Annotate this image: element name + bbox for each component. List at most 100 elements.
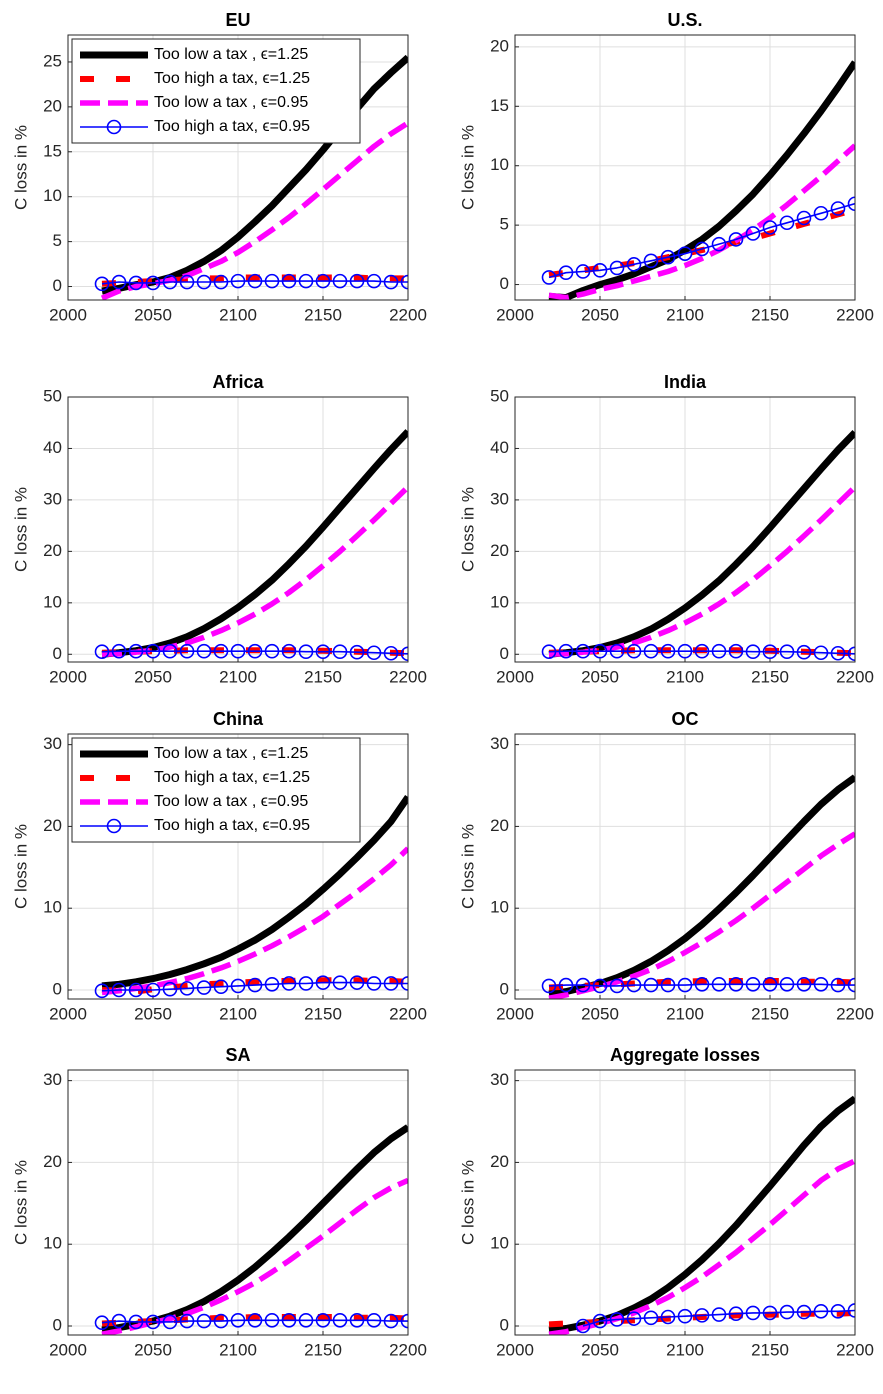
marker xyxy=(796,210,812,226)
plot-area xyxy=(541,60,855,300)
marker xyxy=(609,1312,625,1327)
marker xyxy=(247,1312,263,1328)
legend-label: Too low a tax , ϵ=1.25 xyxy=(154,745,308,762)
marker xyxy=(609,978,625,994)
marker xyxy=(400,274,408,290)
y-tick-label: 10 xyxy=(43,186,62,205)
marker xyxy=(349,273,365,289)
marker xyxy=(128,982,144,998)
plot-area xyxy=(548,1095,855,1335)
x-tick-label: 2050 xyxy=(134,305,172,324)
series-line xyxy=(548,1309,855,1328)
series-line xyxy=(548,831,855,999)
chart-title: China xyxy=(213,709,264,729)
legend: Too low a tax , ϵ=1.25 Too high a tax, ϵ=… xyxy=(71,38,361,144)
x-tick-label: 2200 xyxy=(836,305,874,324)
series-line xyxy=(548,60,855,300)
marker xyxy=(128,275,144,291)
x-tick-label: 2000 xyxy=(496,305,534,324)
y-tick-label: 30 xyxy=(43,1070,62,1089)
series-line xyxy=(548,774,855,998)
y-axis-label: C loss in % xyxy=(458,824,477,909)
legend: Too low a tax , ϵ=1.25 Too high a tax, ϵ=… xyxy=(71,737,361,843)
marker xyxy=(196,274,212,290)
plot-area xyxy=(94,795,408,999)
x-tick-label: 2100 xyxy=(219,305,257,324)
marker xyxy=(677,977,693,993)
x-tick-label: 2050 xyxy=(134,1340,172,1359)
marker xyxy=(281,1312,297,1328)
marker xyxy=(745,226,761,241)
y-tick-label: 20 xyxy=(490,816,509,835)
series-line xyxy=(548,485,855,658)
marker xyxy=(162,274,178,290)
marker xyxy=(660,977,676,993)
subplot: 2000 2050 2100 2150 2200 0 10 20 30 OC C loss in % xyxy=(458,709,873,1024)
marker xyxy=(315,644,331,660)
marker xyxy=(383,274,399,290)
marker xyxy=(762,220,778,235)
legend-marker xyxy=(106,818,122,834)
marker xyxy=(196,1313,212,1329)
marker xyxy=(383,1313,399,1329)
x-tick-label: 2150 xyxy=(304,1340,342,1359)
marker xyxy=(230,273,246,289)
x-tick-label: 2050 xyxy=(134,1004,172,1023)
y-tick-label: 40 xyxy=(490,438,509,457)
marker xyxy=(111,1313,127,1329)
subplot: 2000 2050 2100 2150 2200 0 10 20 30 40 50 India C lo… xyxy=(458,372,873,687)
x-tick-label: 2150 xyxy=(304,1004,342,1023)
subplot: 2000 2050 2100 2150 2200 0 10 20 30 SA C loss in % xyxy=(11,1045,426,1360)
marker xyxy=(660,249,676,265)
y-axis-label: C loss in % xyxy=(458,487,477,572)
marker xyxy=(694,241,710,257)
marker xyxy=(349,644,365,660)
x-tick-label: 2000 xyxy=(496,667,534,686)
marker xyxy=(179,274,195,290)
marker xyxy=(745,644,761,660)
marker xyxy=(332,644,348,660)
x-tick-label: 2200 xyxy=(836,1004,874,1023)
y-axis-label: C loss in % xyxy=(11,1160,30,1245)
chart-title: Africa xyxy=(212,372,264,392)
series-line xyxy=(100,120,408,300)
marker xyxy=(179,981,195,996)
marker xyxy=(643,1310,659,1326)
plot-area xyxy=(94,429,408,662)
y-tick-label: 0 xyxy=(500,274,509,293)
y-tick-label: 20 xyxy=(43,1152,62,1171)
y-axis-label: C loss in % xyxy=(11,125,30,210)
axes-frame xyxy=(67,34,409,301)
marker xyxy=(230,978,246,994)
series-line xyxy=(101,846,408,996)
plot-area xyxy=(94,1124,408,1335)
series-line xyxy=(101,1314,408,1327)
marker xyxy=(541,644,557,660)
y-tick-label: 0 xyxy=(53,276,62,295)
marker xyxy=(264,643,280,659)
axes-frame xyxy=(67,1069,409,1336)
x-tick-label: 2150 xyxy=(751,1340,789,1359)
marker xyxy=(383,645,399,661)
series-line xyxy=(548,1158,855,1335)
marker xyxy=(711,236,727,252)
series-line xyxy=(548,983,855,987)
marker xyxy=(847,196,855,212)
marker xyxy=(281,273,297,289)
y-tick-label: 10 xyxy=(490,592,509,611)
y-tick-label: 0 xyxy=(53,979,62,998)
axes-frame xyxy=(67,396,409,663)
marker xyxy=(366,1312,382,1328)
series-line xyxy=(101,274,408,287)
x-tick-label: 2100 xyxy=(219,667,257,686)
marker xyxy=(162,981,178,997)
marker xyxy=(711,643,727,659)
y-axis-label: C loss in % xyxy=(11,487,30,572)
y-tick-label: 10 xyxy=(490,898,509,917)
marker xyxy=(626,643,642,659)
marker xyxy=(762,976,778,992)
marker xyxy=(298,1312,314,1328)
y-tick-label: 30 xyxy=(490,734,509,753)
y-tick-label: 10 xyxy=(490,155,509,174)
series-line xyxy=(101,1319,408,1324)
